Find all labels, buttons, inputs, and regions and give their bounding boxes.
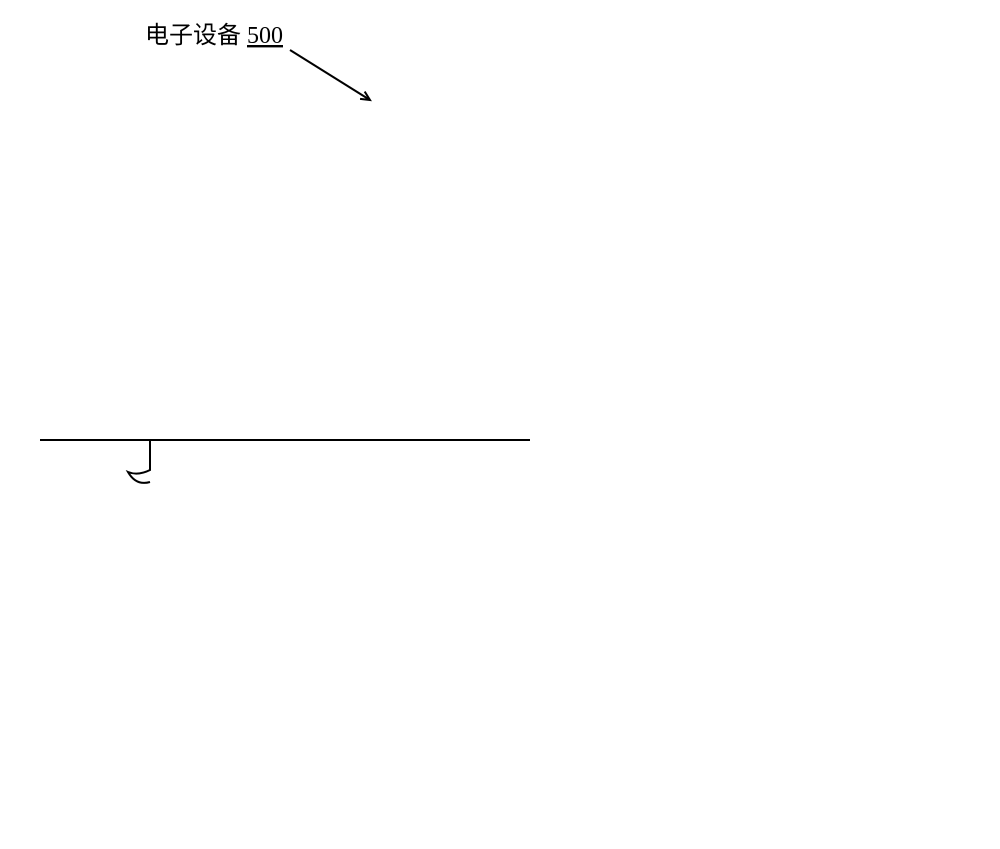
title-arrow	[290, 50, 370, 100]
title-label: 电子设备 500	[145, 22, 283, 49]
bus-ref-tick	[128, 440, 150, 483]
